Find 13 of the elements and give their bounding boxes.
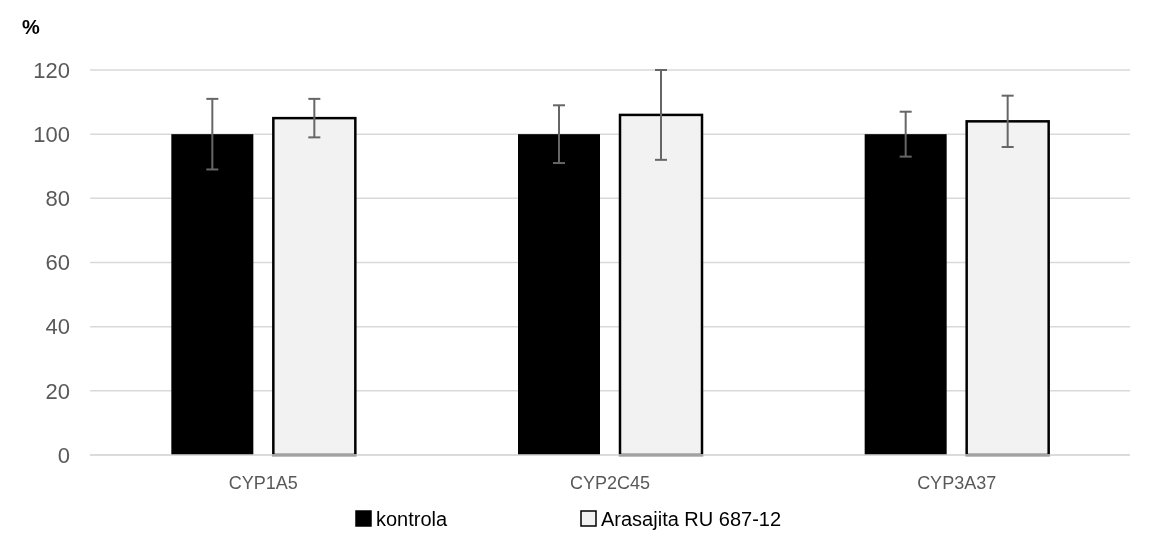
x-tick-label: CYP3A37 [917, 473, 997, 493]
legend-label: kontrola [376, 508, 449, 530]
y-tick-label: 100 [33, 121, 70, 147]
y-tick-label: 120 [33, 57, 70, 83]
x-tick-label: CYP1A5 [228, 473, 298, 493]
y-tick-label: 60 [45, 250, 70, 276]
y-tick-label: 20 [45, 378, 70, 404]
y-tick-label: 80 [45, 186, 70, 212]
y-axis-title: % [22, 16, 40, 38]
y-tick-label: 0 [57, 442, 70, 468]
legend-label: Arasajita RU 687-12 [601, 508, 782, 530]
x-tick-label: CYP2C45 [569, 473, 651, 493]
y-tick-label: 40 [45, 314, 70, 340]
